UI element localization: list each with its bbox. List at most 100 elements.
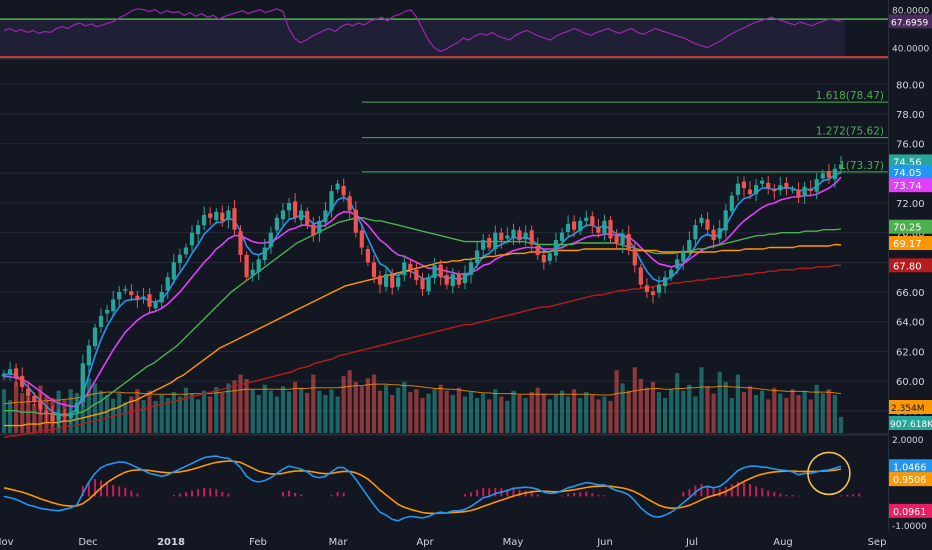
candle-body[interactable]: [687, 240, 692, 252]
candle-body[interactable]: [790, 189, 795, 191]
candle-body[interactable]: [517, 230, 522, 240]
candle-body[interactable]: [838, 164, 844, 169]
candle-body[interactable]: [305, 211, 310, 226]
candle-body[interactable]: [565, 223, 571, 232]
candle-body[interactable]: [38, 400, 43, 410]
candle-body[interactable]: [286, 203, 292, 211]
candle-body[interactable]: [541, 254, 546, 263]
candle-body[interactable]: [402, 262, 407, 275]
candle-body[interactable]: [226, 210, 231, 220]
candle-body[interactable]: [208, 213, 213, 218]
candle-body[interactable]: [681, 250, 686, 262]
candle-body[interactable]: [808, 188, 813, 192]
candle-body[interactable]: [1, 373, 7, 377]
candle-body[interactable]: [578, 220, 583, 232]
candle-body[interactable]: [299, 210, 304, 220]
candle-body[interactable]: [632, 249, 637, 266]
candle-body[interactable]: [50, 414, 55, 422]
candle-body[interactable]: [189, 232, 195, 246]
candle-body[interactable]: [323, 210, 328, 223]
candle-body[interactable]: [68, 412, 73, 419]
candle-body[interactable]: [475, 250, 480, 264]
candle-body[interactable]: [62, 413, 67, 417]
candle-body[interactable]: [196, 225, 201, 235]
candle-body[interactable]: [754, 185, 759, 195]
candle-body[interactable]: [620, 234, 625, 245]
candle-body[interactable]: [311, 224, 316, 236]
candle-body[interactable]: [766, 182, 771, 189]
time-axis[interactable]: Nov Dec 2018 Feb Mar Apr May Jun Jul Aug Sep: [0, 537, 886, 548]
candle-body[interactable]: [426, 277, 431, 292]
candle-body[interactable]: [414, 269, 419, 281]
candle-body[interactable]: [584, 217, 589, 221]
candle-body[interactable]: [456, 274, 461, 285]
candle-body[interactable]: [820, 173, 825, 179]
candle-body[interactable]: [353, 209, 358, 233]
candle-body[interactable]: [135, 295, 140, 300]
candle-body[interactable]: [256, 259, 261, 272]
candle-body[interactable]: [153, 302, 158, 309]
candle-body[interactable]: [826, 171, 831, 178]
candle-body[interactable]: [384, 274, 389, 287]
candle-body[interactable]: [117, 292, 122, 300]
candle-body[interactable]: [56, 415, 61, 421]
candle-body[interactable]: [760, 180, 765, 184]
candle-body[interactable]: [669, 269, 674, 278]
candle-body[interactable]: [105, 309, 110, 314]
candle-body[interactable]: [814, 179, 819, 192]
candle-body[interactable]: [159, 292, 164, 303]
candle-body[interactable]: [559, 232, 565, 241]
candle-body[interactable]: [262, 247, 267, 261]
candle-body[interactable]: [590, 216, 595, 226]
candle-body[interactable]: [614, 236, 619, 244]
candle-body[interactable]: [523, 232, 528, 240]
candle-body[interactable]: [341, 185, 346, 196]
candle-body[interactable]: [14, 368, 19, 378]
rsi-panel[interactable]: [0, 8, 888, 58]
candle-body[interactable]: [638, 267, 643, 285]
candle-body[interactable]: [572, 221, 577, 230]
candle-body[interactable]: [44, 411, 49, 414]
candle-body[interactable]: [729, 195, 734, 212]
candle-body[interactable]: [832, 168, 837, 180]
candle-body[interactable]: [693, 225, 698, 240]
candle-body[interactable]: [365, 249, 370, 263]
candle-body[interactable]: [280, 210, 286, 220]
candle-body[interactable]: [183, 247, 188, 255]
candle-body[interactable]: [444, 275, 449, 285]
candle-body[interactable]: [450, 274, 455, 287]
candle-body[interactable]: [553, 240, 558, 256]
candle-body[interactable]: [26, 388, 31, 396]
candle-body[interactable]: [493, 232, 498, 249]
candle-body[interactable]: [717, 228, 722, 239]
candle-body[interactable]: [505, 235, 510, 239]
candle-body[interactable]: [111, 299, 116, 312]
candle-body[interactable]: [377, 275, 383, 285]
candle-body[interactable]: [535, 246, 540, 255]
candle-body[interactable]: [129, 291, 134, 295]
candle-body[interactable]: [408, 263, 413, 270]
candle-body[interactable]: [705, 219, 710, 230]
candle-body[interactable]: [165, 277, 170, 291]
candle-body[interactable]: [723, 210, 728, 231]
candle-body[interactable]: [656, 284, 662, 293]
candle-body[interactable]: [250, 269, 255, 276]
candle-body[interactable]: [141, 296, 146, 299]
candle-body[interactable]: [74, 403, 79, 413]
candle-body[interactable]: [359, 230, 364, 248]
candle-body[interactable]: [596, 227, 601, 233]
candle-body[interactable]: [487, 237, 492, 248]
candle-body[interactable]: [202, 214, 207, 226]
candle-body[interactable]: [86, 345, 91, 366]
candle-body[interactable]: [98, 315, 104, 327]
candle-body[interactable]: [675, 259, 680, 269]
candle-body[interactable]: [371, 262, 377, 278]
candle-body[interactable]: [699, 217, 704, 223]
volume-panel[interactable]: [1, 367, 844, 434]
candle-body[interactable]: [177, 254, 182, 264]
candle-body[interactable]: [511, 229, 516, 238]
candle-body[interactable]: [80, 363, 85, 402]
candle-body[interactable]: [232, 208, 237, 230]
candle-body[interactable]: [92, 327, 98, 347]
